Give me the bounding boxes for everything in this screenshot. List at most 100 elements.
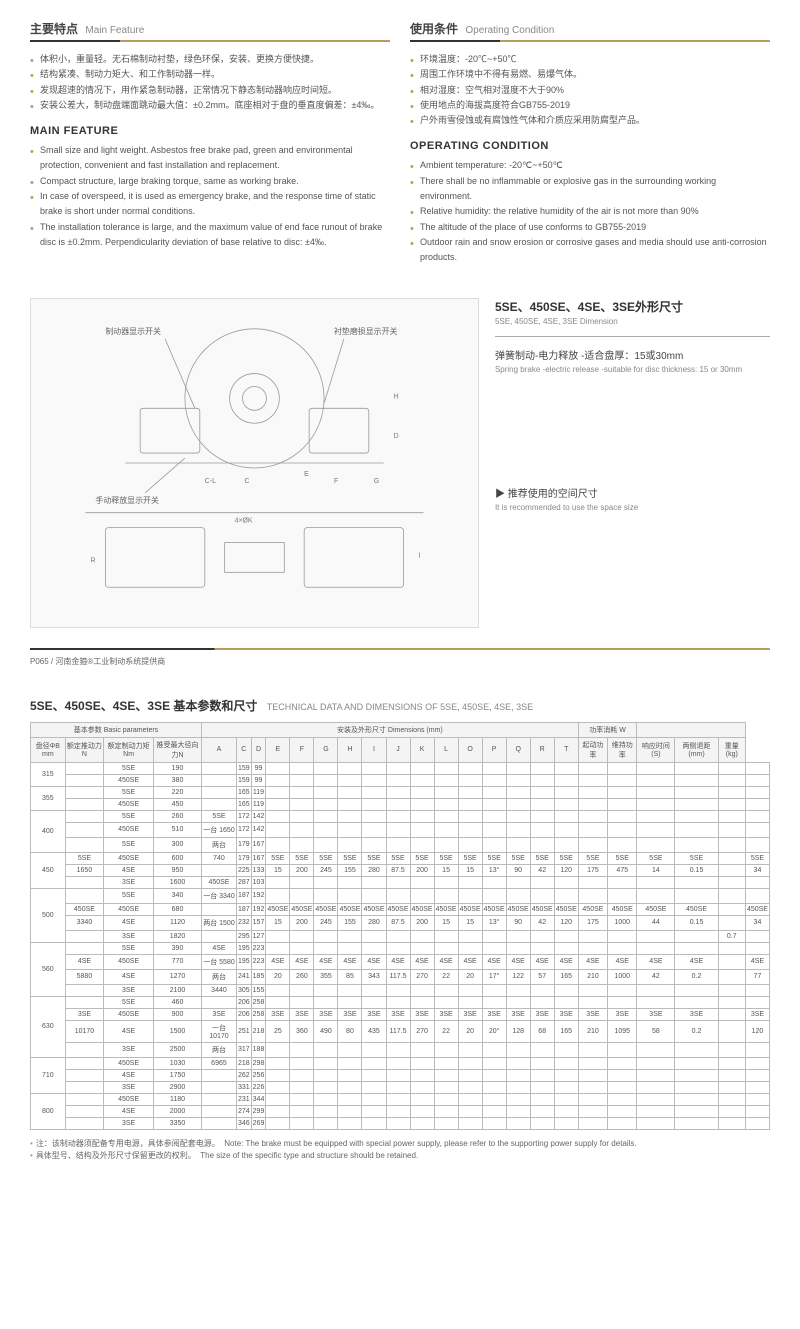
table-cell: 85 <box>338 969 362 984</box>
table-cell: 4SE <box>506 954 530 969</box>
table-cell: 3SE <box>554 1008 578 1020</box>
table-cell: 3SE <box>410 1008 434 1020</box>
table-cell: 4SE <box>530 954 554 969</box>
table-cell: 3SE <box>314 1008 338 1020</box>
table-cell <box>506 762 530 774</box>
table-cell <box>458 822 482 837</box>
table-cell <box>506 837 530 852</box>
table-header-cell: 维持功率 <box>608 737 637 762</box>
table-cell <box>362 810 386 822</box>
table-cell <box>434 1117 458 1129</box>
table-cell: 120 <box>745 1020 769 1042</box>
table-cell <box>578 1069 607 1081</box>
table-cell <box>201 762 236 774</box>
table-cell <box>637 774 675 786</box>
table-cell <box>314 798 338 810</box>
table-row: 3SE21003440305155 <box>31 984 770 996</box>
table-cell: 5SE <box>314 852 338 864</box>
table-cell: 87.5 <box>386 864 410 876</box>
table-cell <box>482 1081 506 1093</box>
table-cell: 251 <box>236 1020 251 1042</box>
table-cell <box>554 837 578 852</box>
table-cell: 165 <box>554 1020 578 1042</box>
table-cell: 260 <box>290 969 314 984</box>
table-cell: 4SE <box>578 954 607 969</box>
table-cell <box>506 876 530 888</box>
table-cell: 15 <box>434 915 458 930</box>
table-cell <box>266 822 290 837</box>
table-cell: 两台 <box>201 969 236 984</box>
table-cell <box>637 984 675 996</box>
table-cell <box>65 984 104 996</box>
table-cell <box>718 942 745 954</box>
table-cell <box>362 888 386 903</box>
table-cell <box>675 1117 718 1129</box>
table-cell <box>290 996 314 1008</box>
table-cell <box>290 822 314 837</box>
table-cell: 256 <box>251 1069 266 1081</box>
table-cell: 770 <box>154 954 202 969</box>
dim-i: I <box>418 552 420 559</box>
diameter-cell: 710 <box>31 1057 66 1093</box>
table-cell: 287 <box>236 876 251 888</box>
table-cell <box>266 1069 290 1081</box>
table-cell <box>637 930 675 942</box>
table-cell: 210 <box>578 969 607 984</box>
list-item: 户外雨雪侵蚀或有腐蚀性气体和介质应采用防腐型产品。 <box>410 113 770 128</box>
table-cell <box>745 942 769 954</box>
table-cell <box>314 762 338 774</box>
table-cell <box>266 888 290 903</box>
table-cell: 5SE <box>675 852 718 864</box>
table-cell <box>362 1057 386 1069</box>
table-cell <box>482 876 506 888</box>
table-cell <box>338 1105 362 1117</box>
table-cell <box>386 1117 410 1129</box>
table-cell: 2000 <box>154 1105 202 1117</box>
dim-e: E <box>304 470 309 477</box>
table-cell: 133 <box>251 864 266 876</box>
table-cell <box>201 1081 236 1093</box>
table-cell <box>578 1042 607 1057</box>
diagram-info: 5SE、450SE、4SE、3SE外形尺寸 5SE, 450SE, 4SE, 3… <box>495 298 770 513</box>
table-cell: 4SE <box>386 954 410 969</box>
table-cell: 68 <box>530 1020 554 1042</box>
table-cell: 1270 <box>154 969 202 984</box>
table-cell <box>434 930 458 942</box>
table-cell <box>434 1081 458 1093</box>
table-cell <box>266 810 290 822</box>
table-cell: 475 <box>608 864 637 876</box>
table-cell <box>65 810 104 822</box>
table-cell <box>482 942 506 954</box>
table-cell <box>290 762 314 774</box>
table-cell <box>65 1081 104 1093</box>
table-cell <box>718 837 745 852</box>
table-cell: 4SE <box>675 954 718 969</box>
table-cell: 175 <box>578 915 607 930</box>
table-cell: 5SE <box>530 852 554 864</box>
table-cell <box>458 930 482 942</box>
table-cell: 44 <box>637 915 675 930</box>
table-cell <box>314 1117 338 1129</box>
table-cell <box>362 786 386 798</box>
table-cell <box>314 1057 338 1069</box>
table-cell <box>410 888 434 903</box>
table-cell <box>506 1057 530 1069</box>
table-cell <box>482 774 506 786</box>
list-item: 环境温度：-20℃~+50℃ <box>410 52 770 67</box>
table-cell <box>506 888 530 903</box>
table-cell <box>338 810 362 822</box>
table-cell <box>314 930 338 942</box>
table-header-row: 盘径ΦB mm额定推动力N额定制动力矩 Nm推受最大径向力NACDEFGHIJK… <box>31 737 770 762</box>
table-cell: 280 <box>362 915 386 930</box>
table-cell: 200 <box>410 864 434 876</box>
table-cell: 450SE <box>458 903 482 915</box>
table-cell <box>482 1069 506 1081</box>
table-cell <box>65 837 104 852</box>
table-cell <box>458 786 482 798</box>
table-cell: 5SE <box>386 852 410 864</box>
table-cell <box>338 1042 362 1057</box>
table-cell <box>578 876 607 888</box>
table-cell <box>410 1042 434 1057</box>
hr <box>410 40 770 42</box>
table-cell: 195 <box>236 954 251 969</box>
